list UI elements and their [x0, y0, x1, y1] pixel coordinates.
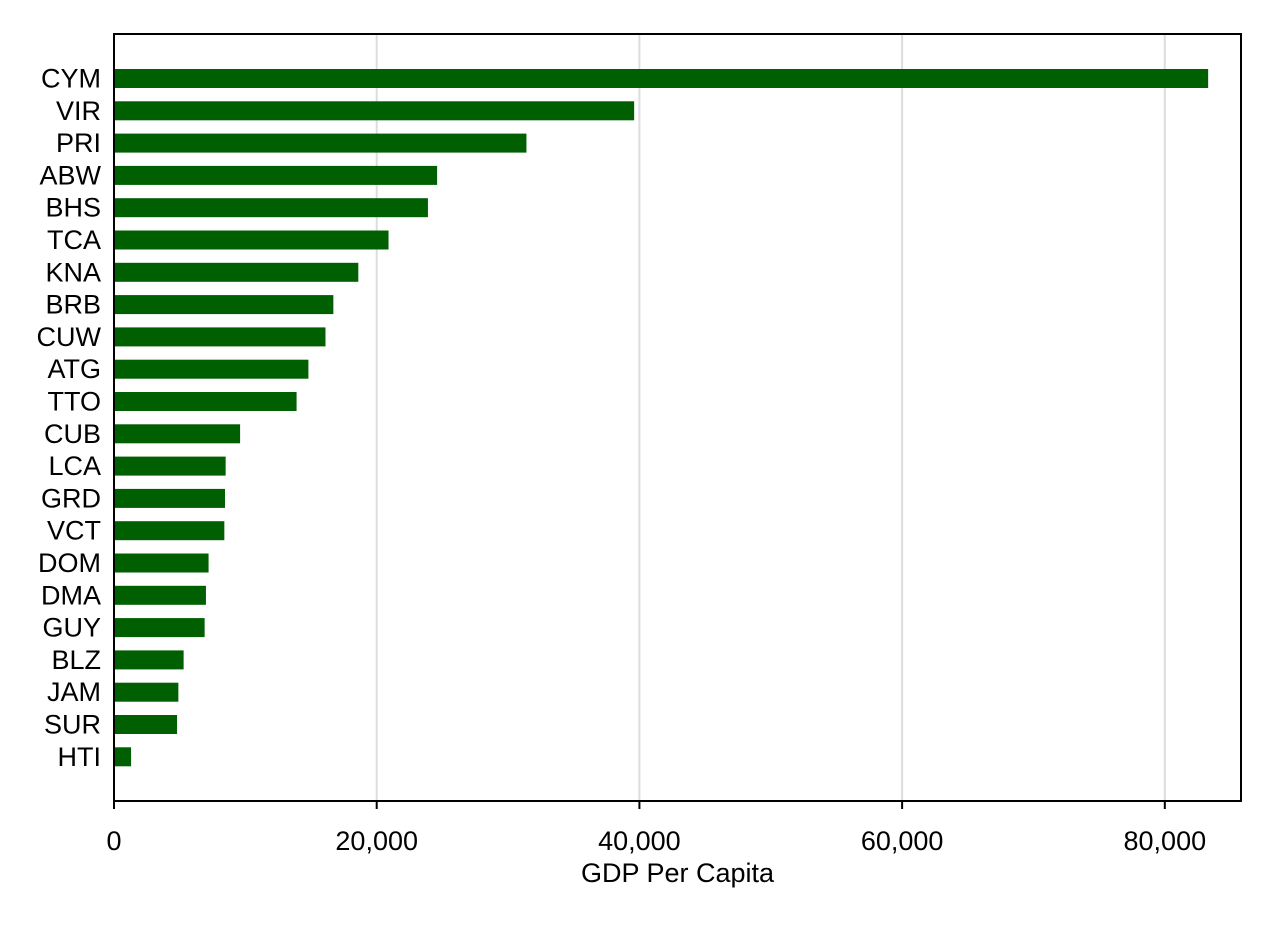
category-label: CYM	[41, 64, 101, 94]
bar-kna	[114, 262, 359, 282]
category-label: BLZ	[51, 645, 101, 675]
category-label: DOM	[38, 548, 101, 578]
x-tick-label: 20,000	[335, 826, 418, 856]
bar-vir	[114, 101, 635, 121]
bar-vct	[114, 521, 225, 541]
bar-cub	[114, 424, 241, 444]
plot-border	[113, 33, 1242, 802]
category-label: CUB	[44, 419, 101, 449]
bar-hti	[114, 747, 132, 767]
category-label: LCA	[48, 451, 101, 481]
x-tick-label: 40,000	[598, 826, 681, 856]
category-label: GRD	[41, 483, 101, 513]
x-tick-label: 0	[106, 826, 121, 856]
category-label: GUY	[42, 613, 101, 643]
x-tick-label: 80,000	[1124, 826, 1207, 856]
y-axis-labels: CYMVIRPRIABWBHSTCAKNABRBCUWATGTTOCUBLCAG…	[37, 64, 102, 772]
bar-pri	[114, 133, 527, 153]
category-label: BHS	[45, 193, 101, 223]
x-tick-label: 60,000	[861, 826, 944, 856]
category-label: CUW	[37, 322, 102, 352]
category-label: BRB	[45, 290, 101, 320]
bar-cuw	[114, 327, 326, 347]
bar-blz	[114, 650, 184, 670]
category-label: PRI	[56, 128, 101, 158]
plot-frame	[113, 33, 1242, 802]
category-label: VCT	[47, 516, 101, 546]
category-label: DMA	[41, 580, 101, 610]
bar-guy	[114, 618, 205, 638]
bars	[114, 69, 1209, 767]
bar-bhs	[114, 198, 428, 218]
bar-tca	[114, 230, 389, 250]
category-label: SUR	[44, 710, 101, 740]
bar-tto	[114, 392, 297, 411]
bar-jam	[114, 682, 179, 702]
category-label: ABW	[39, 160, 101, 190]
category-label: KNA	[45, 257, 101, 287]
bar-dma	[114, 585, 206, 605]
bar-brb	[114, 295, 334, 315]
bar-lca	[114, 456, 226, 476]
bar-cym	[114, 69, 1209, 88]
category-label: ATG	[48, 354, 102, 384]
x-axis-ticks: 0 20,000 40,000 60,000 80,000	[106, 801, 1206, 856]
bar-grd	[114, 488, 225, 508]
bar-dom	[114, 553, 209, 573]
category-label: TCA	[47, 225, 101, 255]
bar-abw	[114, 165, 438, 185]
bar-atg	[114, 359, 309, 379]
category-label: TTO	[48, 387, 102, 417]
category-label: HTI	[58, 742, 102, 772]
x-axis-title: GDP Per Capita	[581, 858, 775, 888]
bar-sur	[114, 715, 178, 734]
category-label: JAM	[47, 677, 101, 707]
category-label: VIR	[56, 96, 101, 126]
gridlines	[375, 34, 1166, 801]
